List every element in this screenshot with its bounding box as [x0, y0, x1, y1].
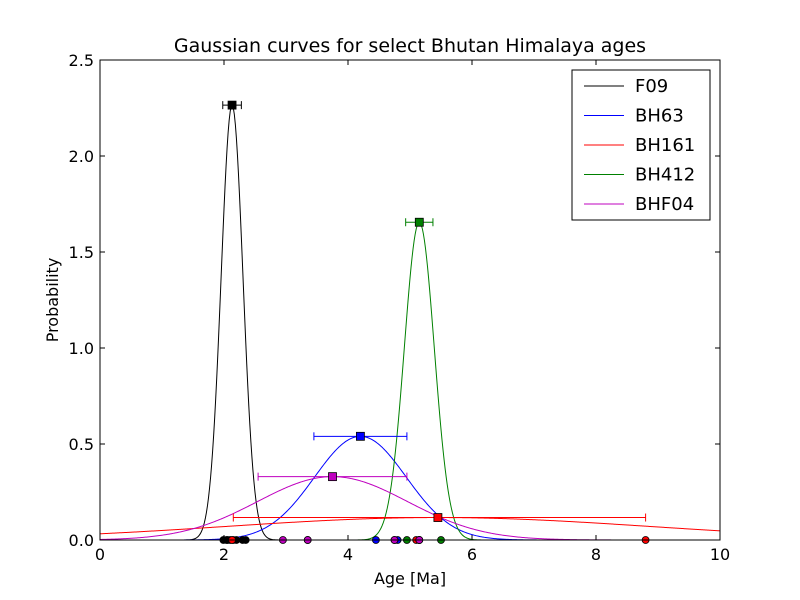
series-line-bh412 — [100, 221, 720, 540]
series-line-f09 — [100, 104, 720, 540]
series-line-bh63 — [100, 435, 720, 540]
series-line-bh161 — [100, 517, 720, 535]
y-tick-label: 1.0 — [69, 339, 94, 358]
legend-label-f09: F09 — [635, 76, 668, 97]
x-tick-label: 10 — [710, 545, 730, 564]
ticks-layer: 0 2 4 6 8 10 0.0 0.5 1.0 1.5 2.0 2.5 — [69, 51, 731, 564]
legend-label-bh63: BH63 — [635, 106, 684, 127]
x-tick-label: 8 — [591, 545, 601, 564]
y-tick-label: 0.0 — [69, 531, 94, 550]
y-tick-label: 2.5 — [69, 51, 94, 70]
y-tick-label: 0.5 — [69, 435, 94, 454]
legend-label-bhf04: BHF04 — [635, 194, 694, 215]
series-line-bhf04 — [100, 476, 720, 540]
x-axis-label: Age [Ma] — [374, 569, 446, 588]
y-tick-label: 1.5 — [69, 243, 94, 262]
legend-label-bh412: BH412 — [635, 165, 695, 186]
x-tick-label: 6 — [467, 545, 477, 564]
x-tick-label: 2 — [219, 545, 229, 564]
x-tick-label: 0 — [95, 545, 105, 564]
peak-marker-bhf04 — [328, 472, 337, 482]
y-axis-label: Probability — [43, 258, 62, 343]
peak-marker-f09 — [227, 100, 237, 110]
y-tick-label: 2.0 — [69, 147, 94, 166]
peak-marker-bh63 — [355, 431, 365, 441]
x-tick-label: 4 — [343, 545, 353, 564]
legend-label-bh161: BH161 — [635, 135, 695, 156]
legend: F09 BH63 BH161 BH412 BHF04 — [571, 69, 711, 221]
peak-marker-bh161 — [433, 513, 443, 522]
plot-frame — [99, 59, 721, 541]
chart-title: Gaussian curves for select Bhutan Himala… — [174, 35, 646, 57]
peak-marker-bh412 — [414, 217, 424, 227]
